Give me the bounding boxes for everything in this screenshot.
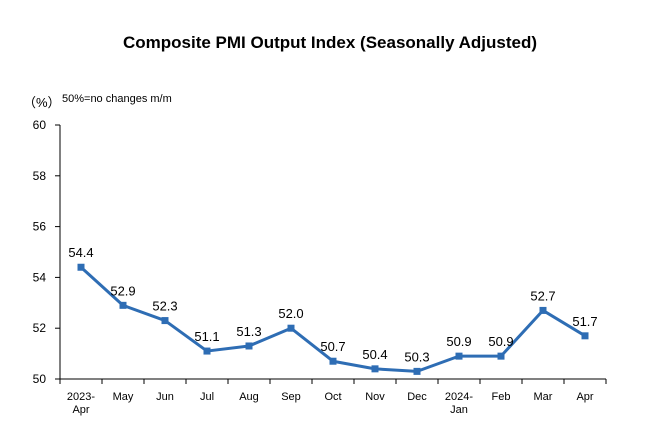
data-point (371, 365, 379, 373)
data-label: 52.7 (530, 288, 555, 303)
data-label: 52.9 (110, 283, 135, 298)
data-label: 52.3 (152, 299, 177, 314)
x-tick-label: Aug (239, 391, 259, 403)
data-label: 50.9 (488, 334, 513, 349)
data-label: 50.7 (320, 339, 345, 354)
x-tick-label: Jan (450, 404, 468, 416)
x-tick-label: Sep (281, 391, 301, 403)
data-point (287, 324, 295, 332)
x-tick-label: 2024- (445, 391, 473, 403)
data-label: 51.7 (572, 314, 597, 329)
data-label: 51.3 (236, 324, 261, 339)
y-tick-label: 58 (33, 169, 47, 183)
data-point (161, 317, 169, 325)
data-point (413, 367, 421, 375)
x-tick-label: May (113, 391, 134, 403)
data-point (581, 332, 589, 340)
data-point (497, 352, 505, 360)
data-point (77, 263, 85, 271)
chart-title: Composite PMI Output Index (Seasonally A… (122, 33, 538, 52)
data-point (119, 301, 127, 309)
y-tick-label: 52 (33, 321, 47, 335)
x-tick-label: Apr (576, 391, 593, 403)
y-tick-label: 50 (33, 372, 47, 386)
x-tick-label: Jul (200, 391, 214, 403)
data-point (455, 352, 463, 360)
data-label: 50.9 (446, 334, 471, 349)
data-label: 50.3 (404, 349, 429, 364)
x-tick-label: Nov (365, 391, 385, 403)
data-label: 54.4 (68, 245, 93, 260)
x-tick-label: Dec (407, 391, 427, 403)
y-tick-label: 54 (33, 270, 47, 284)
data-point (539, 306, 547, 314)
data-label: 51.1 (194, 329, 219, 344)
x-tick-label: Apr (72, 404, 89, 416)
x-tick-label: Mar (534, 391, 553, 403)
x-tick-label: Jun (156, 391, 174, 403)
x-tick-label: 2023- (67, 391, 95, 403)
data-point (329, 357, 337, 365)
y-unit-label: （%） (23, 95, 61, 110)
y-tick-label: 60 (33, 118, 47, 132)
note-label: 50%=no changes m/m (62, 93, 172, 105)
data-point (245, 342, 253, 350)
data-point (203, 347, 211, 355)
x-tick-label: Feb (492, 391, 511, 403)
data-label: 50.4 (362, 347, 387, 362)
y-tick-label: 56 (33, 220, 47, 234)
x-tick-label: Oct (324, 391, 341, 403)
series-line (79, 266, 586, 373)
data-label: 52.0 (278, 306, 303, 321)
